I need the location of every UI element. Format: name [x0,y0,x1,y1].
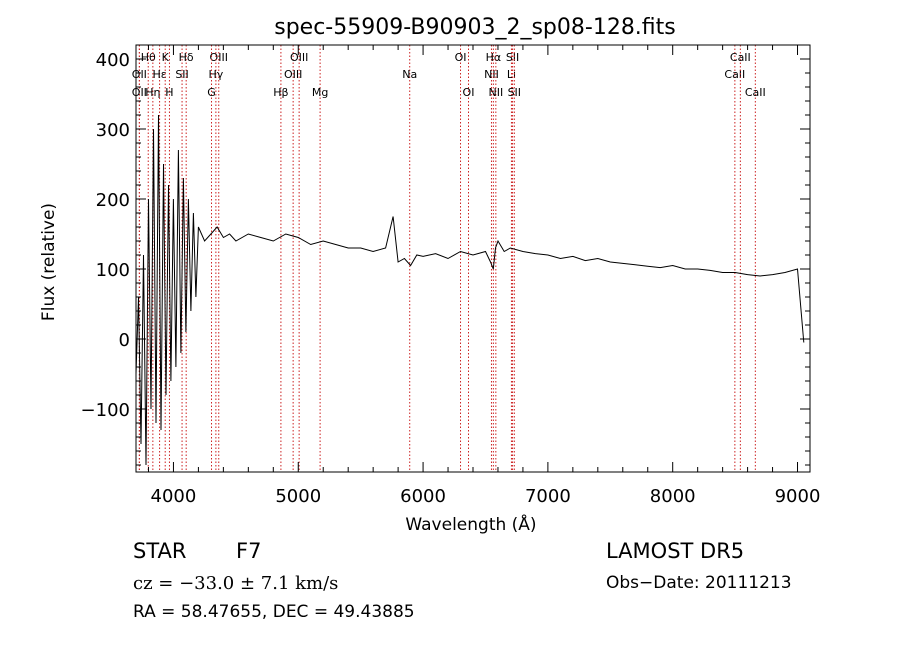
marker-label: Hε [152,68,166,81]
x-tick-label: 5000 [275,486,321,507]
marker-label: Mg [312,86,328,99]
x-tick-label: 8000 [650,486,696,507]
marker-label: K [162,51,170,64]
coords-label: RA = 58.47655, DEC = 49.43885 [133,602,415,622]
y-tick-label: 200 [96,190,130,211]
y-tick-label: 100 [96,260,130,281]
marker-label: OIII [284,68,302,81]
x-tick-label: 4000 [151,486,197,507]
marker-label: G [207,86,216,99]
chart-title: spec-55909-B90903_2_sp08-128.fits [274,15,676,40]
class-label: STAR [133,539,187,563]
marker-label: Na [402,68,417,81]
marker-label: Hθ [141,51,156,64]
spectrum-line [135,114,805,466]
y-axis-label: Flux (relative) [39,203,59,321]
marker-label: NII [484,68,499,81]
y-tick-label: 0 [119,330,130,351]
cz-label: cz = −33.0 ± 7.1 km/s [133,573,339,594]
marker-label: Hα [486,51,502,64]
marker-label: Li [507,68,516,81]
marker-label: OI [455,51,467,64]
marker-label: Hβ [273,86,288,99]
marker-label: NII [488,86,503,99]
y-tick-label: −100 [81,400,130,421]
marker-label: Hγ [208,68,223,81]
marker-label: SII [508,86,521,99]
marker-label: OI [463,86,475,99]
subclass-label: F7 [236,539,262,563]
survey-label: LAMOST DR5 [606,539,745,563]
marker-label: SII [175,68,188,81]
marker-label: OIII [290,51,308,64]
marker-label: CaII [745,86,766,99]
marker-label: Hδ [179,51,194,64]
x-axis: 4000 5000 6000 7000 8000 9000 [147,45,821,507]
x-tick-label: 7000 [525,486,571,507]
y-axis: −100 0 100 200 300 400 [81,44,810,466]
plot-frame [135,44,811,473]
x-tick-label: 6000 [400,486,446,507]
obs-date-label: Obs−Date: 20111213 [606,573,792,593]
marker-label: H [165,86,173,99]
marker-label: Hη [145,86,160,99]
x-axis-label: Wavelength (Å) [405,513,536,535]
y-tick-label: 400 [96,50,130,71]
marker-label: CaII [730,51,751,64]
x-tick-label: 9000 [775,486,821,507]
marker-label: CaII [724,68,745,81]
y-tick-label: 300 [96,120,130,141]
marker-label: SII [506,51,519,64]
marker-label: OIII [210,51,228,64]
